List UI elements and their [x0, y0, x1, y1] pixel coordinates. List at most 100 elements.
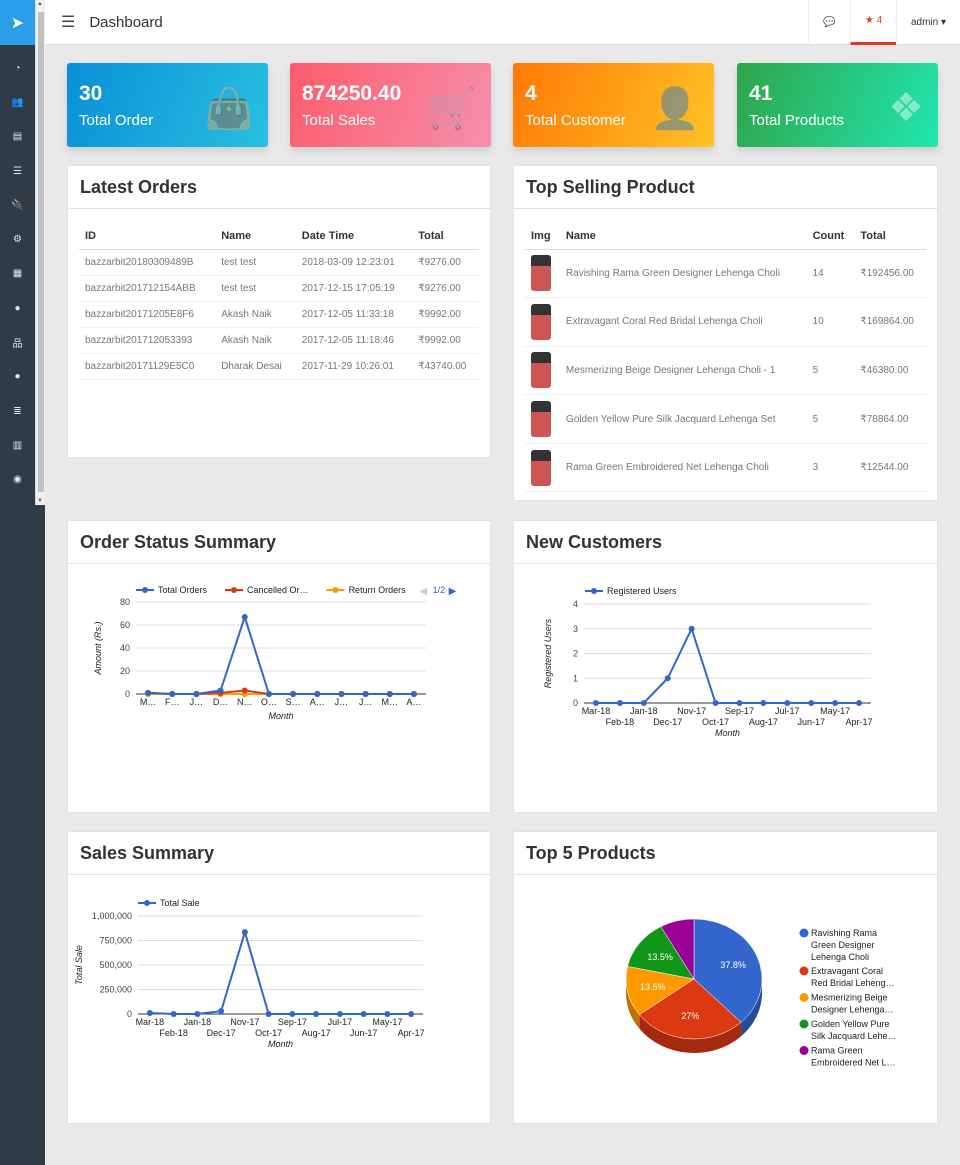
x-tick-label: Sep-17 — [725, 706, 754, 716]
order-status-chart: 0 20 40 60 80 M… F… J… D… N… O… S… A… J… J… M… A… Month Am… — [93, 585, 457, 721]
y-tick-label: 500,000 — [99, 960, 132, 970]
legend-prev-icon[interactable]: ◀ — [420, 586, 428, 597]
x-tick-label: F… — [165, 697, 180, 707]
y-tick-label: 1 — [573, 673, 578, 683]
data-point — [362, 691, 369, 697]
user-menu[interactable]: admin ▾ — [896, 0, 960, 45]
legend-page: 1/2 — [433, 585, 446, 595]
bar-chart-icon[interactable]: ▥ — [12, 439, 23, 451]
total-order-card[interactable]: 30 Total Order 👜 — [67, 63, 268, 147]
sales-summary-chart: 0 250,000 500,000 750,000 1,000,000 Mar-18Feb… — [74, 898, 425, 1049]
y-tick-label: 0 — [573, 698, 578, 708]
product-image — [531, 401, 551, 438]
x-tick-label: J… — [190, 697, 204, 707]
legend-marker — [799, 1019, 809, 1029]
pie-slice-label: 27% — [681, 1011, 699, 1021]
total-customer-card[interactable]: 4 Total Customer 👤 — [513, 63, 714, 147]
hamburger-menu-icon[interactable]: ☰ — [61, 14, 76, 31]
column-header: ID — [79, 223, 216, 250]
sitemap-icon[interactable]: 品 — [12, 339, 23, 351]
table-row[interactable]: bazzarbit20171205E8F6 Akash Naik 2017-12-0… — [79, 301, 479, 328]
data-point — [146, 1010, 153, 1017]
x-tick-label: Jun-17 — [797, 717, 825, 727]
settings-circle-icon[interactable]: ◉ — [13, 474, 22, 486]
x-tick-label: Feb-18 — [606, 717, 635, 727]
x-tick-label: J… — [335, 697, 349, 707]
table-cell: 5 — [806, 394, 855, 444]
y-axis-title: Registered Users — [543, 618, 553, 688]
grid-icon[interactable]: ▦ — [12, 268, 23, 280]
data-point — [760, 700, 767, 706]
table-cell: ₹9276.00 — [412, 249, 479, 276]
table-cell: 2017-12-05 11:33:18 — [295, 301, 413, 328]
globe-icon[interactable]: ● — [14, 302, 21, 314]
calendar-icon[interactable]: ▤ — [12, 131, 23, 143]
y-tick-label: 60 — [120, 620, 130, 630]
data-point — [241, 613, 248, 620]
table-row[interactable]: Extravagant Coral Red Bridal Lehenga Cho… — [525, 297, 926, 347]
sidebar-scrollbar[interactable]: ▲ ▼ — [35, 0, 45, 505]
table-cell: ₹9992.00 — [412, 327, 479, 354]
data-point — [217, 687, 224, 694]
legend-label: Silk Jacquard Lehe… — [811, 1031, 897, 1041]
table-cell: ₹9276.00 — [412, 275, 479, 302]
page-title: Dashboard — [89, 13, 163, 31]
notifications-button[interactable]: ★ 4 — [850, 0, 896, 45]
data-point — [313, 1011, 320, 1017]
x-axis-title: Month — [268, 711, 293, 721]
user-icon[interactable]: ● — [14, 371, 21, 383]
column-header: Date Time — [295, 223, 413, 250]
data-point — [408, 1011, 415, 1017]
gear-icon[interactable]: ⚙ — [13, 234, 22, 246]
panel-title: Top 5 Products — [514, 832, 937, 875]
table-row[interactable]: Ravishing Rama Green Designer Lehenga Ch… — [525, 249, 926, 299]
table-row[interactable]: Mesmerizing Beige Designer Lehenga Choli… — [525, 346, 926, 396]
x-tick-label: M… — [140, 697, 157, 707]
table-row[interactable]: bazzarbit201712154ABB test test 2017-12-15… — [79, 275, 479, 302]
x-tick-label: Nov-17 — [677, 706, 706, 716]
product-image-cell — [525, 249, 560, 299]
top-selling-table: Img Name Count Total Ravishing Rama Green De… — [525, 223, 926, 493]
product-image-cell — [525, 443, 560, 493]
series-line — [149, 928, 412, 1015]
panel-title: New Customers — [514, 521, 937, 564]
legend-next-icon[interactable]: ▶ — [449, 586, 457, 597]
data-point — [338, 691, 345, 697]
y-tick-label: 250,000 — [99, 985, 132, 995]
x-tick-label: Mar-18 — [582, 706, 611, 716]
table-cell: ₹9992.00 — [412, 301, 479, 328]
x-tick-label: Aug-17 — [749, 717, 778, 727]
x-tick-label: Aug-17 — [302, 1028, 331, 1038]
dashboard-icon[interactable]: ◔ — [14, 62, 21, 74]
table-row[interactable]: bazzarbit20171129E5C0 Dharak Desai 2017-11… — [79, 353, 479, 380]
table-row[interactable]: bazzarbit20180309489B test test 2018-03-09… — [79, 249, 479, 276]
list-alt-icon[interactable]: ≣ — [13, 405, 22, 417]
total-products-card[interactable]: 41 Total Products ❖ — [737, 63, 938, 147]
x-tick-label: Jun-17 — [350, 1028, 378, 1038]
x-tick-label: Dec-17 — [207, 1028, 236, 1038]
plug-icon[interactable]: 🔌 — [11, 199, 24, 211]
column-header: Name — [215, 223, 296, 250]
table-row[interactable]: bazzarbit201712053393 Akash Naik 2017-12-0… — [79, 327, 479, 354]
table-cell: Akash Naik — [215, 301, 296, 328]
card-value: 4 — [525, 82, 537, 105]
pie-slice — [638, 978, 742, 1040]
x-tick-label: N… — [237, 697, 253, 707]
table-cell: ₹12544.00 — [854, 443, 926, 493]
list-icon[interactable]: ☰ — [13, 165, 22, 177]
table-row[interactable]: Rama Green Embroidered Net Lehenga Choli… — [525, 443, 926, 493]
table-cell: test test — [215, 249, 296, 276]
table-row[interactable]: Golden Yellow Pure Silk Jacquard Lehenga… — [525, 394, 926, 444]
data-point — [289, 1011, 296, 1017]
users-icon[interactable]: 👥 — [11, 96, 24, 108]
top-bar: ☰ Dashboard 💬 ★ 4 admin ▾ — [45, 0, 960, 45]
table-cell: bazzarbit201712053393 — [79, 327, 216, 354]
paper-plane-logo-icon[interactable]: ➤ — [0, 0, 35, 45]
data-point — [808, 700, 815, 706]
chat-icon[interactable]: 💬 — [808, 0, 850, 45]
legend-label: Extravagant Coral — [811, 966, 883, 976]
total-sales-card[interactable]: 874250.40 Total Sales 🛒 — [290, 63, 491, 147]
legend-label: Return Orders — [349, 585, 407, 595]
x-tick-label: M… — [382, 697, 399, 707]
x-tick-label: Oct-17 — [702, 717, 729, 727]
